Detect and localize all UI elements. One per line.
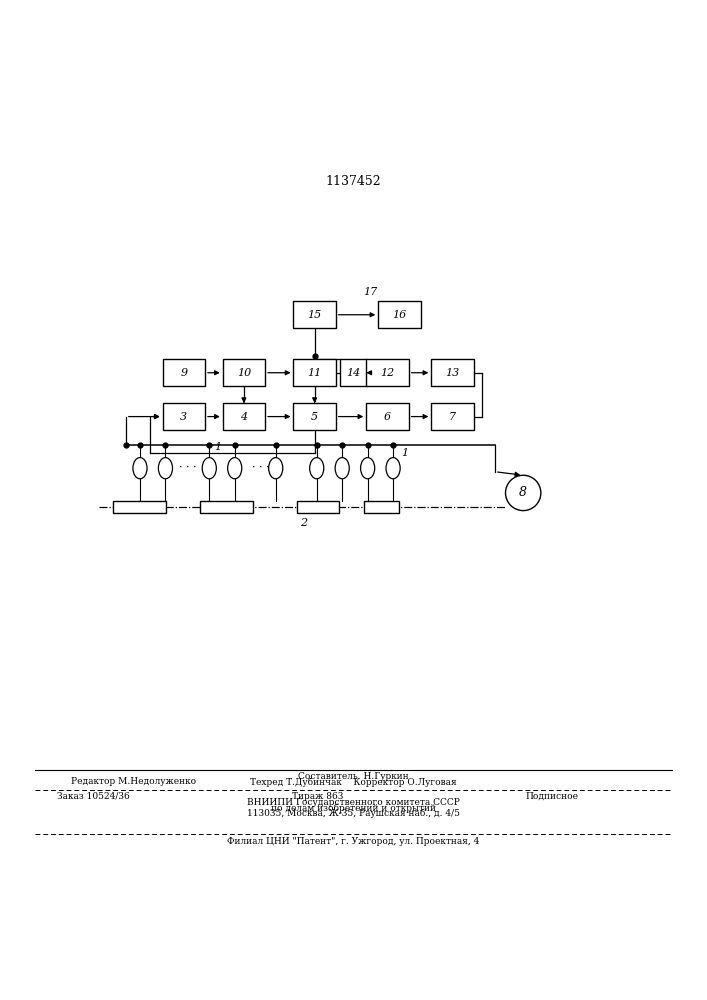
Ellipse shape bbox=[269, 458, 283, 479]
Bar bbox=[431, 403, 474, 430]
Bar bbox=[163, 359, 205, 386]
Text: Техред Т.Дубинчак    Корректор О.Луговая: Техред Т.Дубинчак Корректор О.Луговая bbox=[250, 778, 457, 787]
Text: Заказ 10524/36: Заказ 10524/36 bbox=[57, 792, 129, 801]
Text: Редактор М.Недолуженко: Редактор М.Недолуженко bbox=[71, 777, 196, 786]
Bar bbox=[293, 359, 336, 386]
Text: Филиал ЦНИ "Патент", г. Ужгород, ул. Проектная, 4: Филиал ЦНИ "Патент", г. Ужгород, ул. Про… bbox=[228, 837, 479, 846]
Text: 9: 9 bbox=[180, 368, 187, 378]
Text: 14: 14 bbox=[346, 368, 361, 378]
Text: · · ·: · · · bbox=[179, 463, 196, 473]
Ellipse shape bbox=[310, 458, 324, 479]
Text: 6: 6 bbox=[384, 412, 391, 422]
Text: по делам изобретений и открытий: по делам изобретений и открытий bbox=[271, 803, 436, 813]
Ellipse shape bbox=[335, 458, 349, 479]
Text: 8: 8 bbox=[519, 486, 527, 499]
Text: 4: 4 bbox=[240, 412, 247, 422]
Text: 1137452: 1137452 bbox=[326, 175, 381, 188]
Bar bbox=[113, 501, 167, 513]
Ellipse shape bbox=[202, 458, 216, 479]
Text: Составитель  Н.Гуркин: Составитель Н.Гуркин bbox=[298, 772, 409, 781]
Text: · · ·: · · · bbox=[252, 463, 269, 473]
Bar bbox=[297, 501, 339, 513]
Ellipse shape bbox=[361, 458, 375, 479]
Bar bbox=[364, 501, 399, 513]
Text: 15: 15 bbox=[308, 310, 322, 320]
Bar bbox=[223, 403, 265, 430]
Text: 10: 10 bbox=[237, 368, 251, 378]
Text: 1: 1 bbox=[214, 442, 221, 452]
Bar bbox=[366, 403, 409, 430]
Text: 17: 17 bbox=[363, 287, 378, 297]
Bar bbox=[293, 301, 336, 328]
Text: 113035, Москва, Ж-35, Раушская наб., д. 4/5: 113035, Москва, Ж-35, Раушская наб., д. … bbox=[247, 809, 460, 818]
Text: 13: 13 bbox=[445, 368, 460, 378]
Text: 1: 1 bbox=[402, 448, 409, 458]
Text: 2: 2 bbox=[300, 518, 308, 528]
Bar bbox=[293, 403, 336, 430]
Text: 12: 12 bbox=[380, 368, 395, 378]
Text: Подписное: Подписное bbox=[525, 792, 578, 801]
Text: Тираж 863: Тираж 863 bbox=[293, 792, 344, 801]
Bar bbox=[163, 403, 205, 430]
Ellipse shape bbox=[386, 458, 400, 479]
Bar bbox=[366, 359, 409, 386]
Ellipse shape bbox=[158, 458, 173, 479]
Text: 11: 11 bbox=[308, 368, 322, 378]
Ellipse shape bbox=[228, 458, 242, 479]
Text: 5: 5 bbox=[311, 412, 318, 422]
Text: ВНИИПИ Государственного комитета СССР: ВНИИПИ Государственного комитета СССР bbox=[247, 798, 460, 807]
Bar bbox=[223, 359, 265, 386]
Circle shape bbox=[506, 475, 541, 511]
Bar bbox=[340, 359, 367, 386]
Bar bbox=[378, 301, 421, 328]
Ellipse shape bbox=[133, 458, 147, 479]
Bar bbox=[431, 359, 474, 386]
Bar bbox=[199, 501, 253, 513]
Text: 16: 16 bbox=[392, 310, 407, 320]
Text: 3: 3 bbox=[180, 412, 187, 422]
Text: 7: 7 bbox=[449, 412, 456, 422]
